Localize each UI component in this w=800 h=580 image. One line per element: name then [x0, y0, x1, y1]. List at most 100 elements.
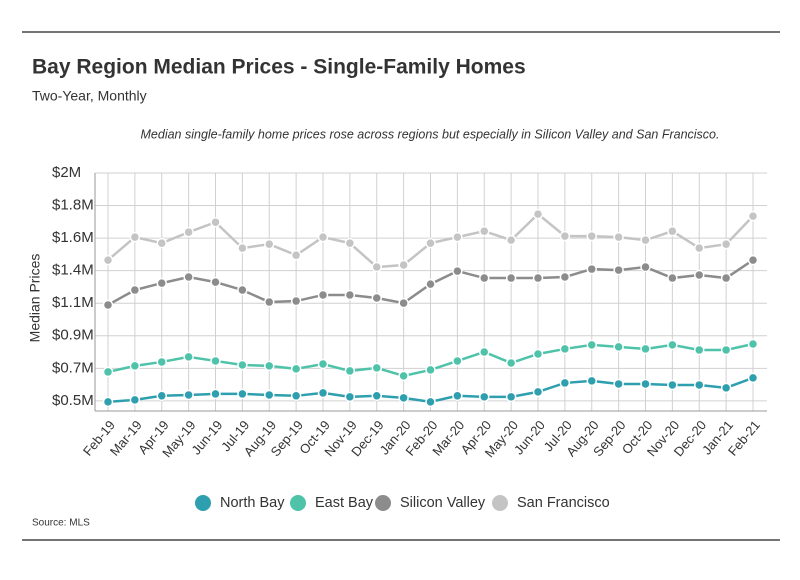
- data-point: [156, 390, 167, 402]
- y-tick-label: $2M: [52, 164, 81, 181]
- data-point: [398, 392, 409, 404]
- data-point: [667, 272, 678, 284]
- data-point: [505, 391, 517, 403]
- legend-label: North Bay: [220, 495, 285, 511]
- data-point: [720, 272, 732, 284]
- data-point: [371, 261, 382, 273]
- y-tick-label: $0.9M: [52, 327, 94, 344]
- data-point: [183, 389, 194, 401]
- data-point: [264, 360, 275, 372]
- data-point: [694, 379, 705, 391]
- data-point: [720, 344, 732, 356]
- data-point: [290, 390, 302, 402]
- legend-label: Silicon Valley: [400, 495, 486, 511]
- data-point: [102, 396, 114, 408]
- data-point: [264, 238, 275, 250]
- data-point: [290, 295, 302, 307]
- data-point: [559, 230, 571, 242]
- data-point: [452, 390, 463, 402]
- data-point: [237, 388, 248, 400]
- data-point: [129, 284, 141, 296]
- data-point: [102, 254, 114, 266]
- data-point: [344, 391, 356, 403]
- data-point: [452, 231, 463, 243]
- data-point: [156, 356, 167, 368]
- data-point: [452, 265, 463, 277]
- data-point: [290, 363, 302, 375]
- data-point: [398, 370, 409, 382]
- data-point: [371, 362, 382, 374]
- data-point: [479, 225, 490, 237]
- data-point: [586, 230, 597, 242]
- y-tick-label: $0.5M: [52, 392, 94, 409]
- source: Source: MLS: [32, 518, 90, 529]
- data-point: [640, 234, 651, 246]
- data-point: [183, 271, 194, 283]
- chart-title: Bay Region Median Prices - Single-Family…: [32, 56, 526, 79]
- data-point: [532, 208, 544, 220]
- data-point: [264, 389, 275, 401]
- data-point: [720, 382, 732, 394]
- data-point: [371, 390, 382, 402]
- data-point: [640, 343, 651, 355]
- legend-marker: [290, 495, 306, 511]
- data-point: [425, 364, 436, 376]
- data-point: [747, 254, 759, 266]
- data-point: [398, 259, 409, 271]
- data-point: [425, 396, 436, 408]
- data-point: [129, 360, 141, 372]
- data-point: [183, 351, 194, 363]
- data-point: [425, 237, 436, 249]
- chart-subtitle: Two-Year, Monthly: [32, 88, 147, 104]
- data-point: [694, 242, 705, 254]
- data-point: [532, 272, 544, 284]
- data-point: [425, 278, 436, 290]
- y-tick-label: $0.7M: [52, 359, 94, 376]
- data-point: [640, 261, 651, 273]
- data-point: [586, 375, 597, 387]
- data-point: [237, 359, 248, 371]
- data-point: [479, 391, 490, 403]
- data-point: [505, 272, 517, 284]
- y-tick-label: $1.8M: [52, 197, 94, 214]
- data-point: [613, 264, 624, 276]
- data-point: [344, 237, 356, 249]
- data-point: [532, 348, 544, 360]
- data-point: [371, 292, 382, 304]
- data-point: [505, 234, 517, 246]
- data-point: [559, 343, 571, 355]
- data-point: [559, 377, 571, 389]
- data-point: [747, 210, 759, 222]
- data-point: [237, 242, 248, 254]
- data-point: [344, 365, 356, 377]
- data-point: [667, 339, 678, 351]
- data-point: [102, 299, 114, 311]
- legend-marker: [375, 495, 391, 511]
- data-point: [532, 386, 544, 398]
- data-point: [210, 355, 221, 367]
- data-point: [183, 226, 194, 238]
- annotation: Median single-family home prices rose ac…: [141, 127, 720, 141]
- data-point: [129, 394, 141, 406]
- data-point: [129, 231, 141, 243]
- data-point: [264, 296, 275, 308]
- data-point: [237, 284, 248, 296]
- data-point: [210, 276, 221, 288]
- data-point: [613, 231, 624, 243]
- y-tick-label: $1.1M: [52, 294, 94, 311]
- data-point: [586, 263, 597, 275]
- data-point: [156, 237, 167, 249]
- legend-marker: [195, 495, 211, 511]
- data-point: [317, 358, 329, 370]
- data-point: [479, 346, 490, 358]
- y-axis-label: Median Prices: [27, 254, 43, 343]
- data-point: [667, 379, 678, 391]
- data-point: [210, 388, 221, 400]
- legend-label: San Francisco: [517, 495, 610, 511]
- data-point: [290, 249, 302, 261]
- data-point: [720, 238, 732, 250]
- data-point: [344, 289, 356, 301]
- y-tick-label: $1.4M: [52, 262, 94, 279]
- legend-label: East Bay: [315, 495, 374, 511]
- data-point: [640, 378, 651, 390]
